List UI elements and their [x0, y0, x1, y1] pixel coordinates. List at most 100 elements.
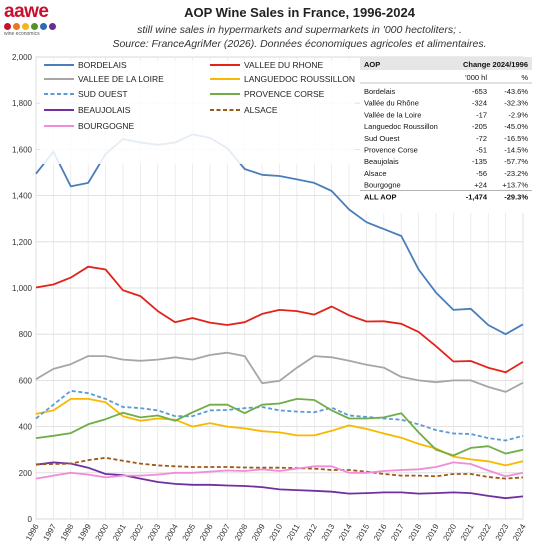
logo-dot	[31, 23, 38, 30]
x-tick-label: 2017	[389, 522, 406, 542]
series-lines	[35, 133, 524, 500]
series-line-vallee-de-la-loire	[35, 351, 524, 393]
logo-dot	[40, 23, 47, 30]
table-cell-change-pct: -57.7%	[504, 157, 528, 166]
chart-subtitle: still wine sales in hypermarkets and sup…	[60, 23, 539, 51]
x-tick-label: 2016	[372, 522, 389, 542]
x-tick-label: 2003	[146, 522, 163, 542]
table-cell-change-hl: -51	[476, 146, 487, 155]
series-line-sud-ouest	[35, 389, 524, 442]
subtitle-line-2: Source: FranceAgriMer (2026). Données éc…	[112, 38, 487, 50]
y-tick-label: 600	[19, 376, 33, 385]
table-cell-change-hl: -324	[472, 99, 487, 108]
subtitle-line-1: still wine sales in hypermarkets and sup…	[137, 24, 462, 36]
x-tick-label: 2024	[511, 522, 528, 542]
table-cell-region: Beaujolais	[364, 157, 399, 166]
table-header-aop: AOP	[364, 60, 380, 69]
legend-label: VALLEE DU RHONE	[244, 60, 324, 70]
table-cell-region: Sud Ouest	[364, 134, 400, 143]
x-tick-label: 2021	[459, 522, 476, 542]
x-tick-label: 2011	[285, 522, 302, 542]
x-tick-label: 2020	[441, 522, 458, 542]
table-cell-change-hl: -56	[476, 169, 487, 178]
x-tick-label: 1998	[59, 522, 76, 542]
table-cell-change-pct: -32.3%	[504, 99, 528, 108]
table-cell-change-hl: -1,474	[466, 192, 488, 201]
table-subheader-pct: %	[521, 73, 528, 82]
x-tick-label: 2000	[94, 522, 111, 542]
table-cell-region: Vallée de la Loire	[364, 110, 421, 119]
y-tick-label: 1,800	[12, 99, 33, 108]
y-tick-label: 1,000	[12, 284, 33, 293]
table-cell-change-pct: -23.2%	[504, 169, 528, 178]
x-tick-label: 2006	[198, 522, 215, 542]
table-cell-region: Vallée du Rhône	[364, 99, 419, 108]
legend-label: BORDELAIS	[78, 60, 127, 70]
legend-label: LANGUEDOC ROUSSILLON	[244, 74, 355, 84]
series-line-vallee-du-rhone	[35, 265, 524, 374]
y-tick-label: 200	[19, 469, 33, 478]
table-cell-region: Provence Corse	[364, 146, 418, 155]
table-cell-change-pct: -45.0%	[504, 122, 528, 131]
logo-dot	[4, 23, 11, 30]
logo-dot	[22, 23, 29, 30]
logo-dot	[49, 23, 56, 30]
table-cell-change-pct: -2.9%	[508, 110, 528, 119]
table-cell-region: Alsace	[364, 169, 387, 178]
y-tick-label: 0	[28, 515, 33, 524]
x-tick-label: 2015	[355, 522, 372, 542]
table-cell-change-hl: -72	[476, 134, 487, 143]
x-tick-label: 2014	[337, 522, 354, 542]
legend-label: ALSACE	[244, 105, 278, 115]
logo-dot	[13, 23, 20, 30]
x-tick-label: 2004	[163, 522, 180, 542]
change-table: AOP Change 2024/1996 '000 hl % Bordelais -653…	[360, 57, 532, 213]
y-tick-label: 1,400	[12, 192, 33, 201]
y-tick-label: 800	[19, 330, 33, 339]
table-cell-change-hl: -653	[472, 87, 487, 96]
table-cell-change-pct: -29.3%	[504, 192, 528, 201]
table-cell-change-pct: +13.7%	[502, 181, 528, 190]
logo-dots	[4, 23, 64, 30]
series-line-beaujolais	[35, 461, 524, 500]
x-tick-label: 2013	[320, 522, 337, 542]
chart-title: AOP Wine Sales in France, 1996-2024	[184, 5, 415, 20]
x-tick-label: 2009	[250, 522, 267, 542]
x-tick-label: 2001	[111, 522, 128, 542]
legend-label: BEAUJOLAIS	[78, 105, 131, 115]
x-tick-label: 2022	[476, 522, 493, 542]
legend-label: BOURGOGNE	[78, 121, 135, 131]
table-cell-change-hl: -17	[476, 110, 487, 119]
table-header-band	[360, 57, 532, 70]
table-subheader-hl: '000 hl	[465, 73, 487, 82]
y-tick-label: 400	[19, 423, 33, 432]
series-line-provence-corse	[35, 398, 524, 457]
x-tick-label: 2023	[494, 522, 511, 542]
legend: BORDELAIS VALLEE DU RHONE VALLEE DE LA LOI…	[40, 60, 355, 164]
x-tick-label: 1996	[24, 522, 41, 542]
table-cell-change-hl: +24	[474, 181, 487, 190]
table-header-change: Change 2024/1996	[463, 60, 528, 69]
aawe-logo: aawe wine economics	[4, 2, 64, 46]
x-tick-label: 2002	[128, 522, 145, 542]
y-tick-label: 2,000	[12, 53, 33, 62]
x-tick-label: 1999	[76, 522, 93, 542]
legend-label: VALLEE DE LA LOIRE	[78, 74, 164, 84]
x-tick-label: 1997	[41, 522, 58, 542]
legend-label: SUD OUEST	[78, 89, 128, 99]
series-line-alsace	[35, 456, 524, 480]
series-line-bourgogne	[35, 461, 524, 480]
table-cell-region: Bourgogne	[364, 181, 401, 190]
logo-subtitle: wine economics	[4, 31, 40, 37]
y-tick-label: 1,600	[12, 145, 33, 154]
logo-word: aawe	[4, 1, 49, 22]
table-cell-change-hl: -205	[472, 122, 487, 131]
x-tick-label: 2018	[407, 522, 424, 542]
x-tick-label: 2012	[302, 522, 319, 542]
x-tick-label: 2008	[233, 522, 250, 542]
table-cell-change-hl: -135	[472, 157, 487, 166]
table-cell-region: Bordelais	[364, 87, 396, 96]
table-cell-region: ALL AOP	[364, 192, 397, 201]
x-tick-label: 2019	[424, 522, 441, 542]
